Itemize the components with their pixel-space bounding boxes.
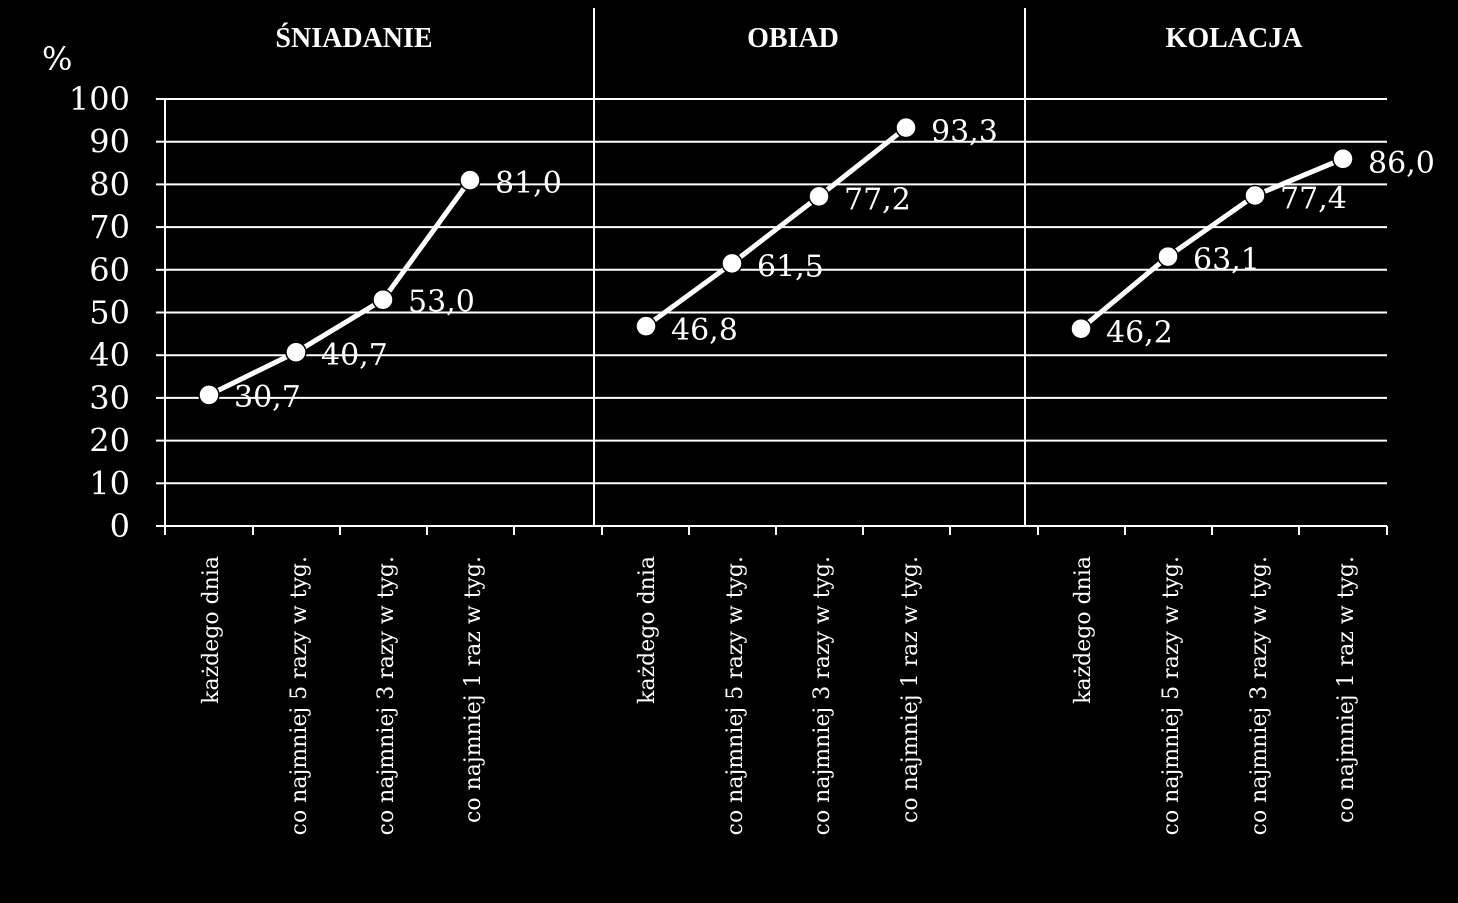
data-point <box>198 384 220 406</box>
series-line <box>207 178 473 398</box>
y-tick-label: 30 <box>89 379 130 417</box>
data-point <box>1157 245 1179 268</box>
data-label: 46,2 <box>1106 316 1173 351</box>
x-category-label: co najmniej 5 razy w tyg. <box>287 556 312 835</box>
data-point <box>372 288 394 311</box>
y-tick-label: 80 <box>89 165 130 203</box>
y-tick-label: 60 <box>89 251 130 289</box>
x-category-label: co najmniej 5 razy w tyg. <box>723 556 748 835</box>
panel-3: KOLACJA 46,2 63,1 77,4 86,0 każdego dnia co na… <box>1070 23 1435 835</box>
data-label: 61,5 <box>757 249 824 284</box>
data-label: 77,4 <box>1280 182 1347 217</box>
data-label: 30,7 <box>234 380 301 415</box>
x-category-label: co najmniej 1 raz w tyg. <box>1334 556 1359 823</box>
gridlines <box>165 98 1387 527</box>
y-tick-label: 10 <box>89 464 130 502</box>
x-category-label: każdego dnia <box>199 556 224 704</box>
y-tick-label: 40 <box>89 336 130 374</box>
panel-2: OBIAD 46,8 61,5 77,2 93,3 każdego dnia co najm… <box>635 23 998 835</box>
y-tick-label: 0 <box>110 507 130 545</box>
y-tick-label: 100 <box>69 80 130 118</box>
data-point <box>808 185 830 208</box>
x-category-label: co najmniej 1 raz w tyg. <box>461 556 486 823</box>
y-tick-label: 50 <box>89 294 130 332</box>
y-tick-label: 70 <box>89 208 130 246</box>
x-category-label: każdego dnia <box>1071 556 1096 704</box>
data-label: 46,8 <box>671 313 738 348</box>
data-point <box>459 169 481 191</box>
data-label: 77,2 <box>844 182 911 217</box>
y-axis-unit: % <box>42 40 72 78</box>
panel-title: OBIAD <box>747 23 839 54</box>
series-line <box>644 125 908 329</box>
x-category-label: co najmniej 1 raz w tyg. <box>898 556 923 823</box>
data-point <box>1070 317 1092 340</box>
panel-title: KOLACJA <box>1166 23 1304 54</box>
y-tick-label: 20 <box>89 422 130 460</box>
panel-1: ŚNIADANIE 30,7 40,7 53,0 81,0 każdego dnia co … <box>198 23 562 835</box>
data-label: 86,0 <box>1368 146 1435 181</box>
y-tick-label: 90 <box>89 123 130 161</box>
x-category-label: co najmniej 3 razy w tyg. <box>810 556 835 835</box>
y-tick-labels: 0 10 20 30 40 50 60 70 80 90 100 <box>69 80 130 545</box>
x-category-label: każdego dnia <box>635 556 660 704</box>
x-category-label: co najmniej 5 razy w tyg. <box>1159 556 1184 835</box>
data-point <box>1332 148 1354 170</box>
data-point <box>635 315 657 337</box>
axes <box>156 8 1388 535</box>
panel-title: ŚNIADANIE <box>275 23 432 54</box>
series-line <box>1079 156 1344 331</box>
data-label: 81,0 <box>495 166 562 201</box>
data-point <box>721 252 743 275</box>
data-label: 40,7 <box>321 338 388 373</box>
data-label: 93,3 <box>931 115 998 150</box>
x-category-label: co najmniej 3 razy w tyg. <box>374 556 399 835</box>
data-label: 53,0 <box>408 285 475 320</box>
panels: ŚNIADANIE 30,7 40,7 53,0 81,0 każdego dnia co … <box>198 23 1435 835</box>
x-category-label: co najmniej 3 razy w tyg. <box>1247 556 1272 835</box>
data-point <box>1244 184 1266 207</box>
data-label: 63,1 <box>1193 243 1260 278</box>
data-point <box>895 116 917 139</box>
data-point <box>285 341 307 363</box>
